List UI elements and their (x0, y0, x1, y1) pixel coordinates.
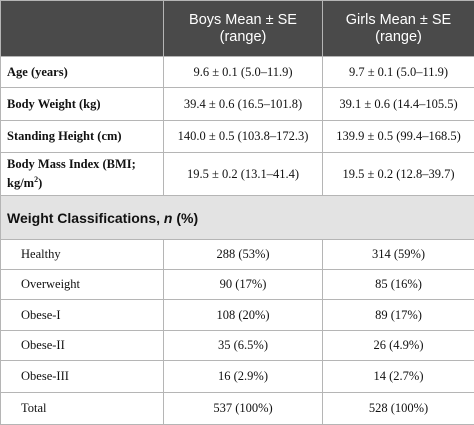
table-row-bmi: Body Mass Index (BMI; kg/m2) 19.5 ± 0.2 … (1, 153, 474, 196)
boys-header-line1: Boys Mean ± SE (164, 12, 322, 29)
bmi-label-end: ) (38, 176, 42, 190)
girls-value: 19.5 ± 0.2 (12.8–39.7) (323, 153, 474, 196)
table-row-weight: Body Weight (kg) 39.4 ± 0.6 (16.5–101.8)… (1, 88, 474, 121)
girls-value: 9.7 ± 0.1 (5.0–11.9) (323, 57, 474, 88)
bmi-label-line2: kg/m2) (7, 172, 163, 191)
girls-column-header: Girls Mean ± SE (range) (323, 1, 474, 57)
table-row-obese-2: Obese-II 35 (6.5%) 26 (4.9%) (1, 331, 474, 361)
row-label-bmi: Body Mass Index (BMI; kg/m2) (1, 153, 164, 196)
class-label: Healthy (1, 240, 164, 270)
boys-count: 108 (20%) (164, 300, 323, 331)
row-label: Standing Height (cm) (1, 121, 164, 153)
class-label: Obese-III (1, 361, 164, 393)
class-label: Obese-II (1, 331, 164, 361)
girls-value: 39.1 ± 0.6 (14.4–105.5) (323, 88, 474, 121)
boys-count: 16 (2.9%) (164, 361, 323, 393)
boys-value: 39.4 ± 0.6 (16.5–101.8) (164, 88, 323, 121)
girls-count: 14 (2.7%) (323, 361, 474, 393)
header-blank-cell (1, 1, 164, 57)
table-row-obese-3: Obese-III 16 (2.9%) 14 (2.7%) (1, 361, 474, 393)
table-row-total: Total 537 (100%) 528 (100%) (1, 393, 474, 425)
girls-header-line2: (range) (323, 29, 474, 46)
table-row-overweight: Overweight 90 (17%) 85 (16%) (1, 270, 474, 300)
row-label: Body Weight (kg) (1, 88, 164, 121)
girls-count: 26 (4.9%) (323, 331, 474, 361)
header-row: Boys Mean ± SE (range) Girls Mean ± SE (… (1, 1, 474, 57)
table-row-age: Age (years) 9.6 ± 0.1 (5.0–11.9) 9.7 ± 0… (1, 57, 474, 88)
bmi-label-line1: Body Mass Index (BMI; (7, 157, 163, 172)
girls-count: 89 (17%) (323, 300, 474, 331)
girls-header-line1: Girls Mean ± SE (323, 12, 474, 29)
table-row-height: Standing Height (cm) 140.0 ± 0.5 (103.8–… (1, 121, 474, 153)
boys-count: 288 (53%) (164, 240, 323, 270)
bmi-unit: kg/m (7, 176, 34, 190)
girls-value: 139.9 ± 0.5 (99.4–168.5) (323, 121, 474, 153)
boys-column-header: Boys Mean ± SE (range) (164, 1, 323, 57)
girls-count: 85 (16%) (323, 270, 474, 300)
boys-count: 35 (6.5%) (164, 331, 323, 361)
section-title: Weight Classifications, n (%) (1, 196, 474, 240)
table-row-healthy: Healthy 288 (53%) 314 (59%) (1, 240, 474, 270)
row-label: Age (years) (1, 57, 164, 88)
class-label: Total (1, 393, 164, 425)
boys-header-line2: (range) (164, 29, 322, 46)
class-label: Obese-I (1, 300, 164, 331)
girls-count: 314 (59%) (323, 240, 474, 270)
section-title-text: Weight Classifications, (7, 210, 164, 226)
boys-value: 19.5 ± 0.2 (13.1–41.4) (164, 153, 323, 196)
boys-count: 537 (100%) (164, 393, 323, 425)
table-row-obese-1: Obese-I 108 (20%) 89 (17%) (1, 300, 474, 331)
section-title-suffix: (%) (172, 210, 198, 226)
girls-count: 528 (100%) (323, 393, 474, 425)
boys-value: 140.0 ± 0.5 (103.8–172.3) (164, 121, 323, 153)
boys-value: 9.6 ± 0.1 (5.0–11.9) (164, 57, 323, 88)
section-header-row: Weight Classifications, n (%) (1, 196, 474, 240)
boys-count: 90 (17%) (164, 270, 323, 300)
class-label: Overweight (1, 270, 164, 300)
